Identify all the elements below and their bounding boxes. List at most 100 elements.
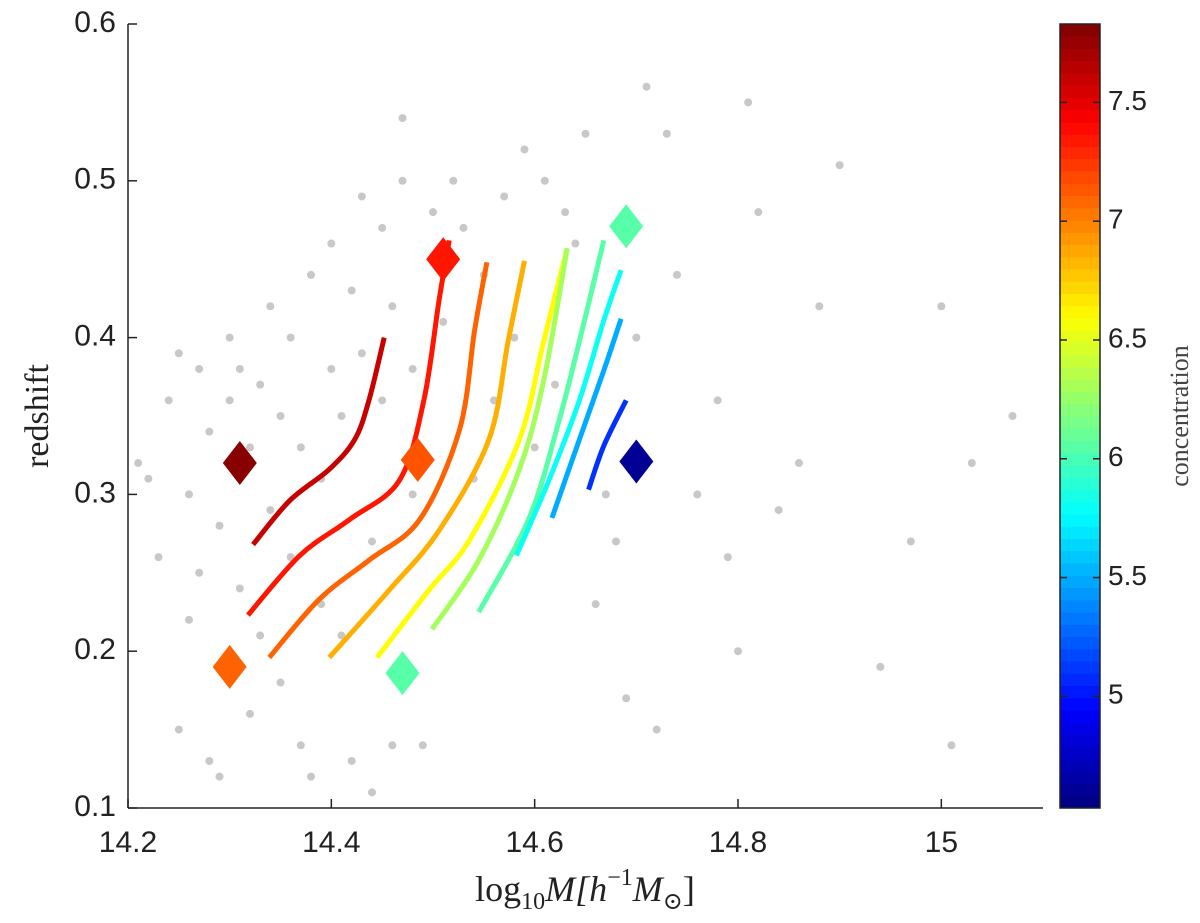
point	[286, 333, 295, 342]
y-tick-label: 0.6	[74, 6, 116, 39]
point	[408, 490, 417, 499]
colorbar-band	[1060, 244, 1100, 258]
point	[774, 506, 783, 515]
colorbar-band	[1060, 317, 1100, 331]
colorbar-band	[1060, 721, 1100, 735]
x-axis-label-part: ⊙	[663, 889, 683, 915]
point	[713, 396, 722, 405]
colorbar-band	[1060, 121, 1100, 135]
colorbar-band	[1060, 587, 1100, 601]
colorbar-band	[1060, 697, 1100, 711]
point	[673, 270, 681, 279]
x-tick-label: 14.2	[99, 826, 157, 859]
point	[540, 176, 549, 185]
point	[500, 192, 509, 201]
colorbar-band	[1060, 97, 1100, 111]
colorbar-band	[1060, 391, 1100, 405]
colorbar-band	[1060, 758, 1100, 772]
colorbar-band	[1060, 476, 1100, 490]
colorbar-tick-label: 7	[1108, 204, 1124, 235]
contour-line	[246, 239, 452, 617]
point	[296, 443, 305, 452]
point	[357, 349, 366, 358]
diamond-marker	[619, 439, 654, 484]
x-axis-label-part: log	[475, 869, 521, 909]
colorbar-band	[1060, 84, 1100, 98]
point	[398, 176, 407, 185]
point	[408, 364, 417, 373]
point	[693, 490, 702, 499]
point	[185, 615, 193, 624]
colorbar-band	[1060, 783, 1100, 797]
point	[967, 459, 976, 468]
colorbar-band	[1060, 746, 1100, 760]
point	[327, 364, 336, 373]
point	[571, 239, 580, 248]
point	[276, 412, 285, 420]
colorbar-tick-label: 6.5	[1108, 322, 1147, 353]
colorbar-label: concentration	[1165, 345, 1194, 487]
colorbar-band	[1060, 489, 1100, 503]
point	[195, 364, 204, 373]
colorbar-band	[1060, 293, 1100, 307]
point	[744, 98, 753, 107]
point	[337, 412, 346, 420]
point	[530, 443, 539, 452]
point	[357, 192, 366, 201]
colorbar-band	[1060, 440, 1100, 454]
colorbar-band	[1060, 60, 1100, 74]
point	[591, 600, 600, 609]
point	[347, 756, 356, 765]
point	[164, 396, 173, 405]
contour-line	[327, 260, 527, 660]
point	[266, 506, 275, 515]
point	[388, 741, 397, 750]
y-axis-label: redshift	[19, 364, 56, 468]
diamond-marker	[400, 437, 435, 482]
colorbar-band	[1060, 378, 1100, 392]
colorbar-band	[1060, 611, 1100, 625]
point	[154, 553, 163, 562]
point	[622, 694, 631, 703]
diamond-marker	[222, 441, 257, 486]
x-tick-label: 14.4	[302, 826, 360, 859]
colorbar-band	[1060, 685, 1100, 699]
colorbar-band	[1060, 709, 1100, 723]
colorbar-band	[1060, 268, 1100, 282]
diamond-marker	[426, 237, 461, 282]
x-axis-label-part: 10	[521, 889, 545, 915]
colorbar-band	[1060, 342, 1100, 356]
contour-line	[267, 261, 490, 660]
colorbar-band	[1060, 109, 1100, 123]
contour-line	[251, 337, 387, 547]
point	[296, 741, 305, 750]
point	[520, 145, 529, 154]
point	[398, 114, 407, 123]
point	[205, 427, 214, 436]
point	[256, 631, 265, 640]
point	[815, 302, 824, 311]
point	[642, 82, 651, 91]
point	[266, 302, 275, 311]
colorbar-band	[1060, 452, 1100, 466]
colorbar-band	[1060, 525, 1100, 539]
point	[876, 662, 885, 671]
point	[174, 725, 183, 734]
contour-line	[429, 247, 570, 631]
point	[601, 490, 610, 499]
colorbar-band	[1060, 195, 1100, 209]
colorbar-band	[1060, 415, 1100, 429]
colorbar-band	[1060, 133, 1100, 147]
point	[734, 647, 742, 656]
colorbar-band	[1060, 636, 1100, 650]
x-axis-label: log10M[h−1M⊙]	[475, 865, 695, 915]
colorbar-band	[1060, 770, 1100, 784]
colorbar-band	[1060, 23, 1100, 37]
colorbar-band	[1060, 734, 1100, 748]
colorbar-band	[1060, 280, 1100, 294]
colorbar-band	[1060, 795, 1100, 809]
colorbar-band	[1060, 623, 1100, 637]
contour-line	[476, 239, 607, 614]
point	[449, 176, 458, 185]
